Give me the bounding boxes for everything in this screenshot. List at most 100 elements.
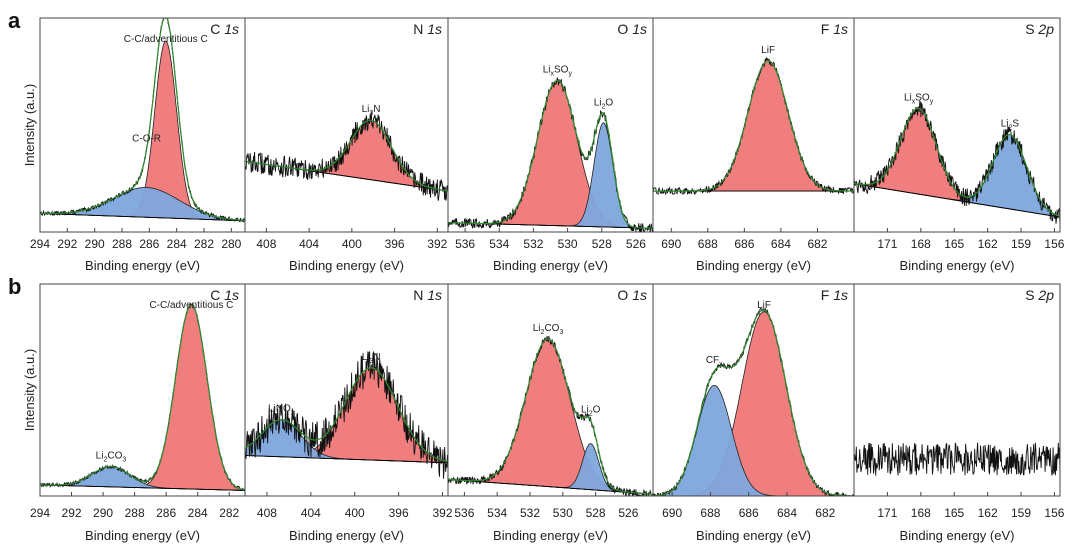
peak-label-main: C-C/adventitious C — [124, 34, 208, 45]
x-tick-label: 684 — [771, 237, 791, 251]
peak-label-tail: O — [605, 97, 613, 108]
peak-label-main: LiF — [761, 45, 775, 56]
peak-label-sub: 2 — [1009, 125, 1013, 132]
x-tick-label: 534 — [489, 237, 509, 251]
peak-label-main: Li — [362, 352, 370, 363]
panel-title-element: F — [821, 287, 833, 303]
x-tick-label: 294 — [30, 506, 50, 520]
peak-label: C-C/adventitious C — [124, 34, 208, 45]
peak-label: Li2O — [581, 405, 601, 418]
x-axis-label: Binding energy (eV) — [696, 258, 811, 273]
panel-title-element: C — [210, 287, 224, 303]
background-line — [40, 212, 245, 222]
peak-fill-red — [245, 119, 448, 192]
raw-spectrum — [854, 100, 1060, 225]
row-label-a: a — [8, 8, 21, 33]
peak-label-main: Li — [581, 405, 589, 416]
fit-envelope — [40, 18, 245, 222]
fit-envelope — [40, 304, 245, 491]
peak-label: LiF — [761, 45, 775, 56]
x-tick-label: 171 — [877, 506, 897, 520]
panel-title-orbital: 1s — [427, 287, 442, 303]
peak-label-tail: N — [373, 104, 380, 115]
x-axis-label: Binding energy (eV) — [85, 528, 200, 543]
x-tick-label: 530 — [558, 237, 578, 251]
raw-spectrum — [245, 350, 448, 479]
peak-label-tail: SO — [554, 65, 569, 76]
panel-title-element: C — [210, 21, 224, 37]
panel-title-orbital: 1s — [632, 287, 647, 303]
x-tick-label: 392 — [432, 506, 452, 520]
panel-s2p-b: S 2p 171 168 165 162 159 156 Binding energy (eV… — [853, 283, 1065, 543]
x-tick-label: 159 — [1011, 506, 1031, 520]
panel-frame — [853, 17, 1061, 233]
x-tick-label: 690 — [661, 237, 681, 251]
peak-label: Li2O — [594, 97, 614, 110]
panel-frame — [244, 283, 449, 497]
fit-envelope — [653, 309, 854, 496]
peak-label: Li2CO3 — [533, 323, 564, 336]
x-tick-label: 404 — [301, 506, 321, 520]
x-tick-label: 528 — [586, 506, 606, 520]
peak-label-main: Li — [1001, 119, 1009, 130]
panel-title-orbital: 1s — [632, 21, 647, 37]
peak-label-tail: SO — [915, 93, 930, 104]
x-tick-label: 288 — [112, 237, 132, 251]
peak-fill-red — [653, 311, 854, 496]
panel-title: O 1s — [617, 287, 647, 303]
x-tick-label: 292 — [62, 506, 82, 520]
peak-label: LiF — [757, 300, 771, 311]
x-axis-label: Binding energy (eV) — [493, 258, 608, 273]
x-tick-label: 688 — [698, 237, 718, 251]
panel-title-element: S — [1025, 287, 1038, 303]
x-tick-label: 162 — [978, 237, 998, 251]
peak-label-sub: 3 — [370, 358, 374, 365]
panel-title-orbital: 1s — [833, 287, 848, 303]
x-tick-label: 280 — [221, 237, 241, 251]
x-tick-label: 282 — [194, 237, 214, 251]
peak-label-sub: x — [291, 410, 295, 417]
panel-title: C 1s — [210, 287, 239, 303]
peak-label-sub: 2 — [589, 411, 593, 418]
x-tick-label: 156 — [1044, 506, 1064, 520]
y-axis-label: Intensity (a.u.) — [22, 84, 37, 166]
fit-envelope — [245, 119, 448, 192]
x-tick-label: 408 — [256, 237, 276, 251]
peak-fill-red — [448, 80, 653, 229]
panel-title: S 2p — [1025, 21, 1054, 37]
panel-f1s-b: F 1s CFx LiF 690 688 686 684 682 Binding energy … — [652, 283, 855, 543]
peak-label-tail: CO — [107, 451, 122, 462]
x-axis-label: Binding energy (eV) — [900, 528, 1015, 543]
x-tick-label: 168 — [911, 237, 931, 251]
peak-label-main: Li — [362, 104, 370, 115]
peak-label: LixSOy — [904, 93, 934, 106]
x-tick-label: 290 — [93, 506, 113, 520]
x-axis-label: Binding energy (eV) — [493, 528, 608, 543]
panel-frame — [244, 17, 449, 233]
x-tick-label: 690 — [662, 506, 682, 520]
x-tick-label: 688 — [700, 506, 720, 520]
panel-title-element: N — [413, 21, 427, 37]
x-tick-label: 290 — [85, 237, 105, 251]
x-tick-label: 286 — [139, 237, 159, 251]
peak-label-main: Li — [594, 97, 602, 108]
panel-title-orbital: 1s — [224, 21, 239, 37]
plot-area — [653, 56, 854, 196]
raw-spectrum — [448, 335, 653, 496]
x-tick-label: 682 — [815, 506, 835, 520]
peak-label: Li3N — [362, 352, 381, 365]
peak-label-sub: x — [719, 361, 723, 368]
peak-label: LiNOx — [268, 404, 295, 417]
plot-area — [40, 303, 245, 492]
x-axis-label: Binding energy (eV) — [289, 528, 404, 543]
panel-title-orbital: 2p — [1037, 287, 1054, 303]
fit-envelope — [854, 107, 1060, 217]
peak-label-main: Li — [533, 323, 541, 334]
panel-f1s-a: F 1s LiF 690 688 686 684 682 Binding energy (eV… — [652, 17, 855, 273]
panel-c1s-b: C 1sC-C/adventitious C Li2CO3 294 292 290 288… — [8, 274, 246, 543]
x-tick-label: 686 — [739, 506, 759, 520]
panel-title-element: F — [821, 21, 833, 37]
